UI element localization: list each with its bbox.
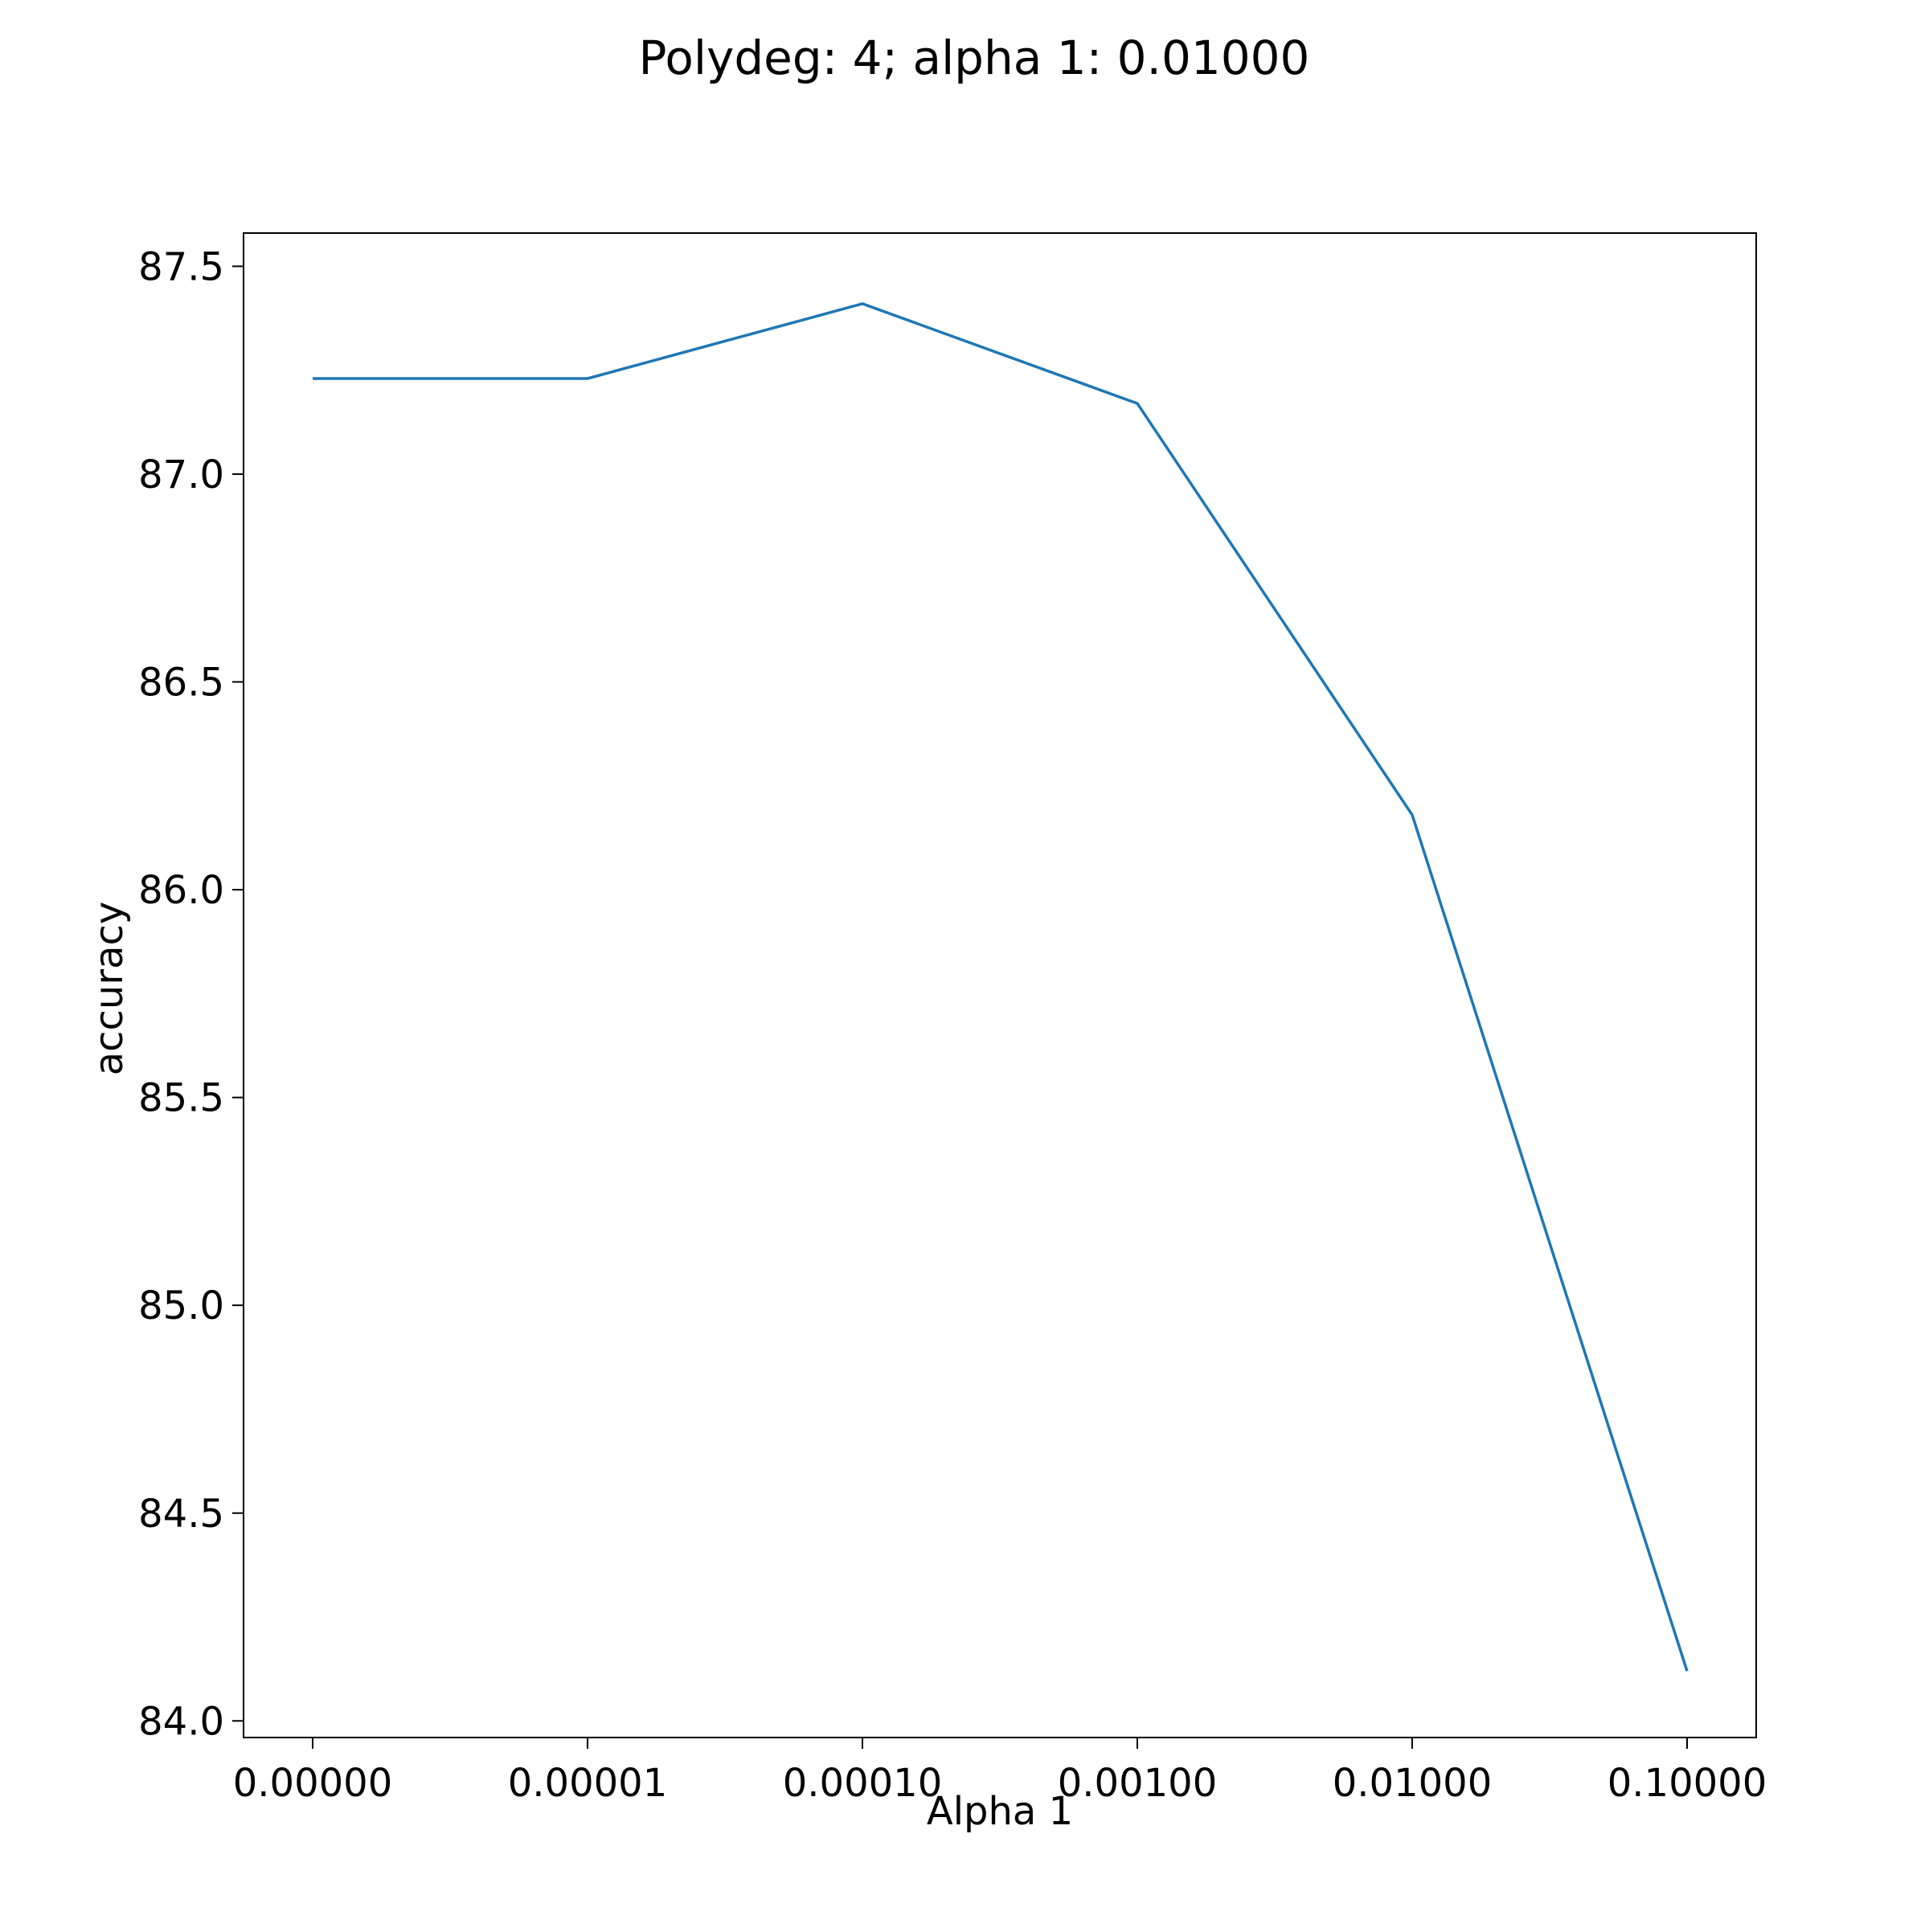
x-tick-label: 0.00100 [1058, 1761, 1218, 1806]
y-tick-label: 87.0 [138, 452, 224, 497]
series-line-0 [313, 302, 1689, 1672]
x-tick-label: 0.00001 [508, 1761, 668, 1806]
x-tick-label: 0.10000 [1608, 1761, 1767, 1806]
y-tick-label: 85.5 [138, 1076, 224, 1121]
y-tick-label: 84.5 [138, 1492, 224, 1537]
y-tick-label: 86.0 [138, 868, 224, 913]
plot-area [243, 232, 1757, 1738]
x-axis-label: Alpha 1 [927, 1789, 1073, 1834]
chart-title: Polydeg: 4; alpha 1: 0.01000 [639, 31, 1310, 85]
y-tick-label: 85.0 [138, 1283, 224, 1328]
x-tick-label: 0.00010 [783, 1761, 943, 1806]
plot-frame [243, 232, 1757, 1738]
x-axis: 0.00000 0.00001 0.00010 0.00100 0.01000 0.100… [233, 1738, 1767, 1806]
x-tick-label: 0.01000 [1333, 1761, 1493, 1806]
x-tick-label: 0.00000 [233, 1761, 393, 1806]
y-axis: 84.0 84.5 85.0 85.5 86.0 86.5 87.0 87.5 [138, 244, 244, 1744]
y-tick-label: 86.5 [138, 660, 224, 705]
y-tick-label: 87.5 [138, 244, 224, 289]
y-axis-label: accuracy [87, 902, 132, 1076]
y-tick-label: 84.0 [138, 1699, 224, 1744]
